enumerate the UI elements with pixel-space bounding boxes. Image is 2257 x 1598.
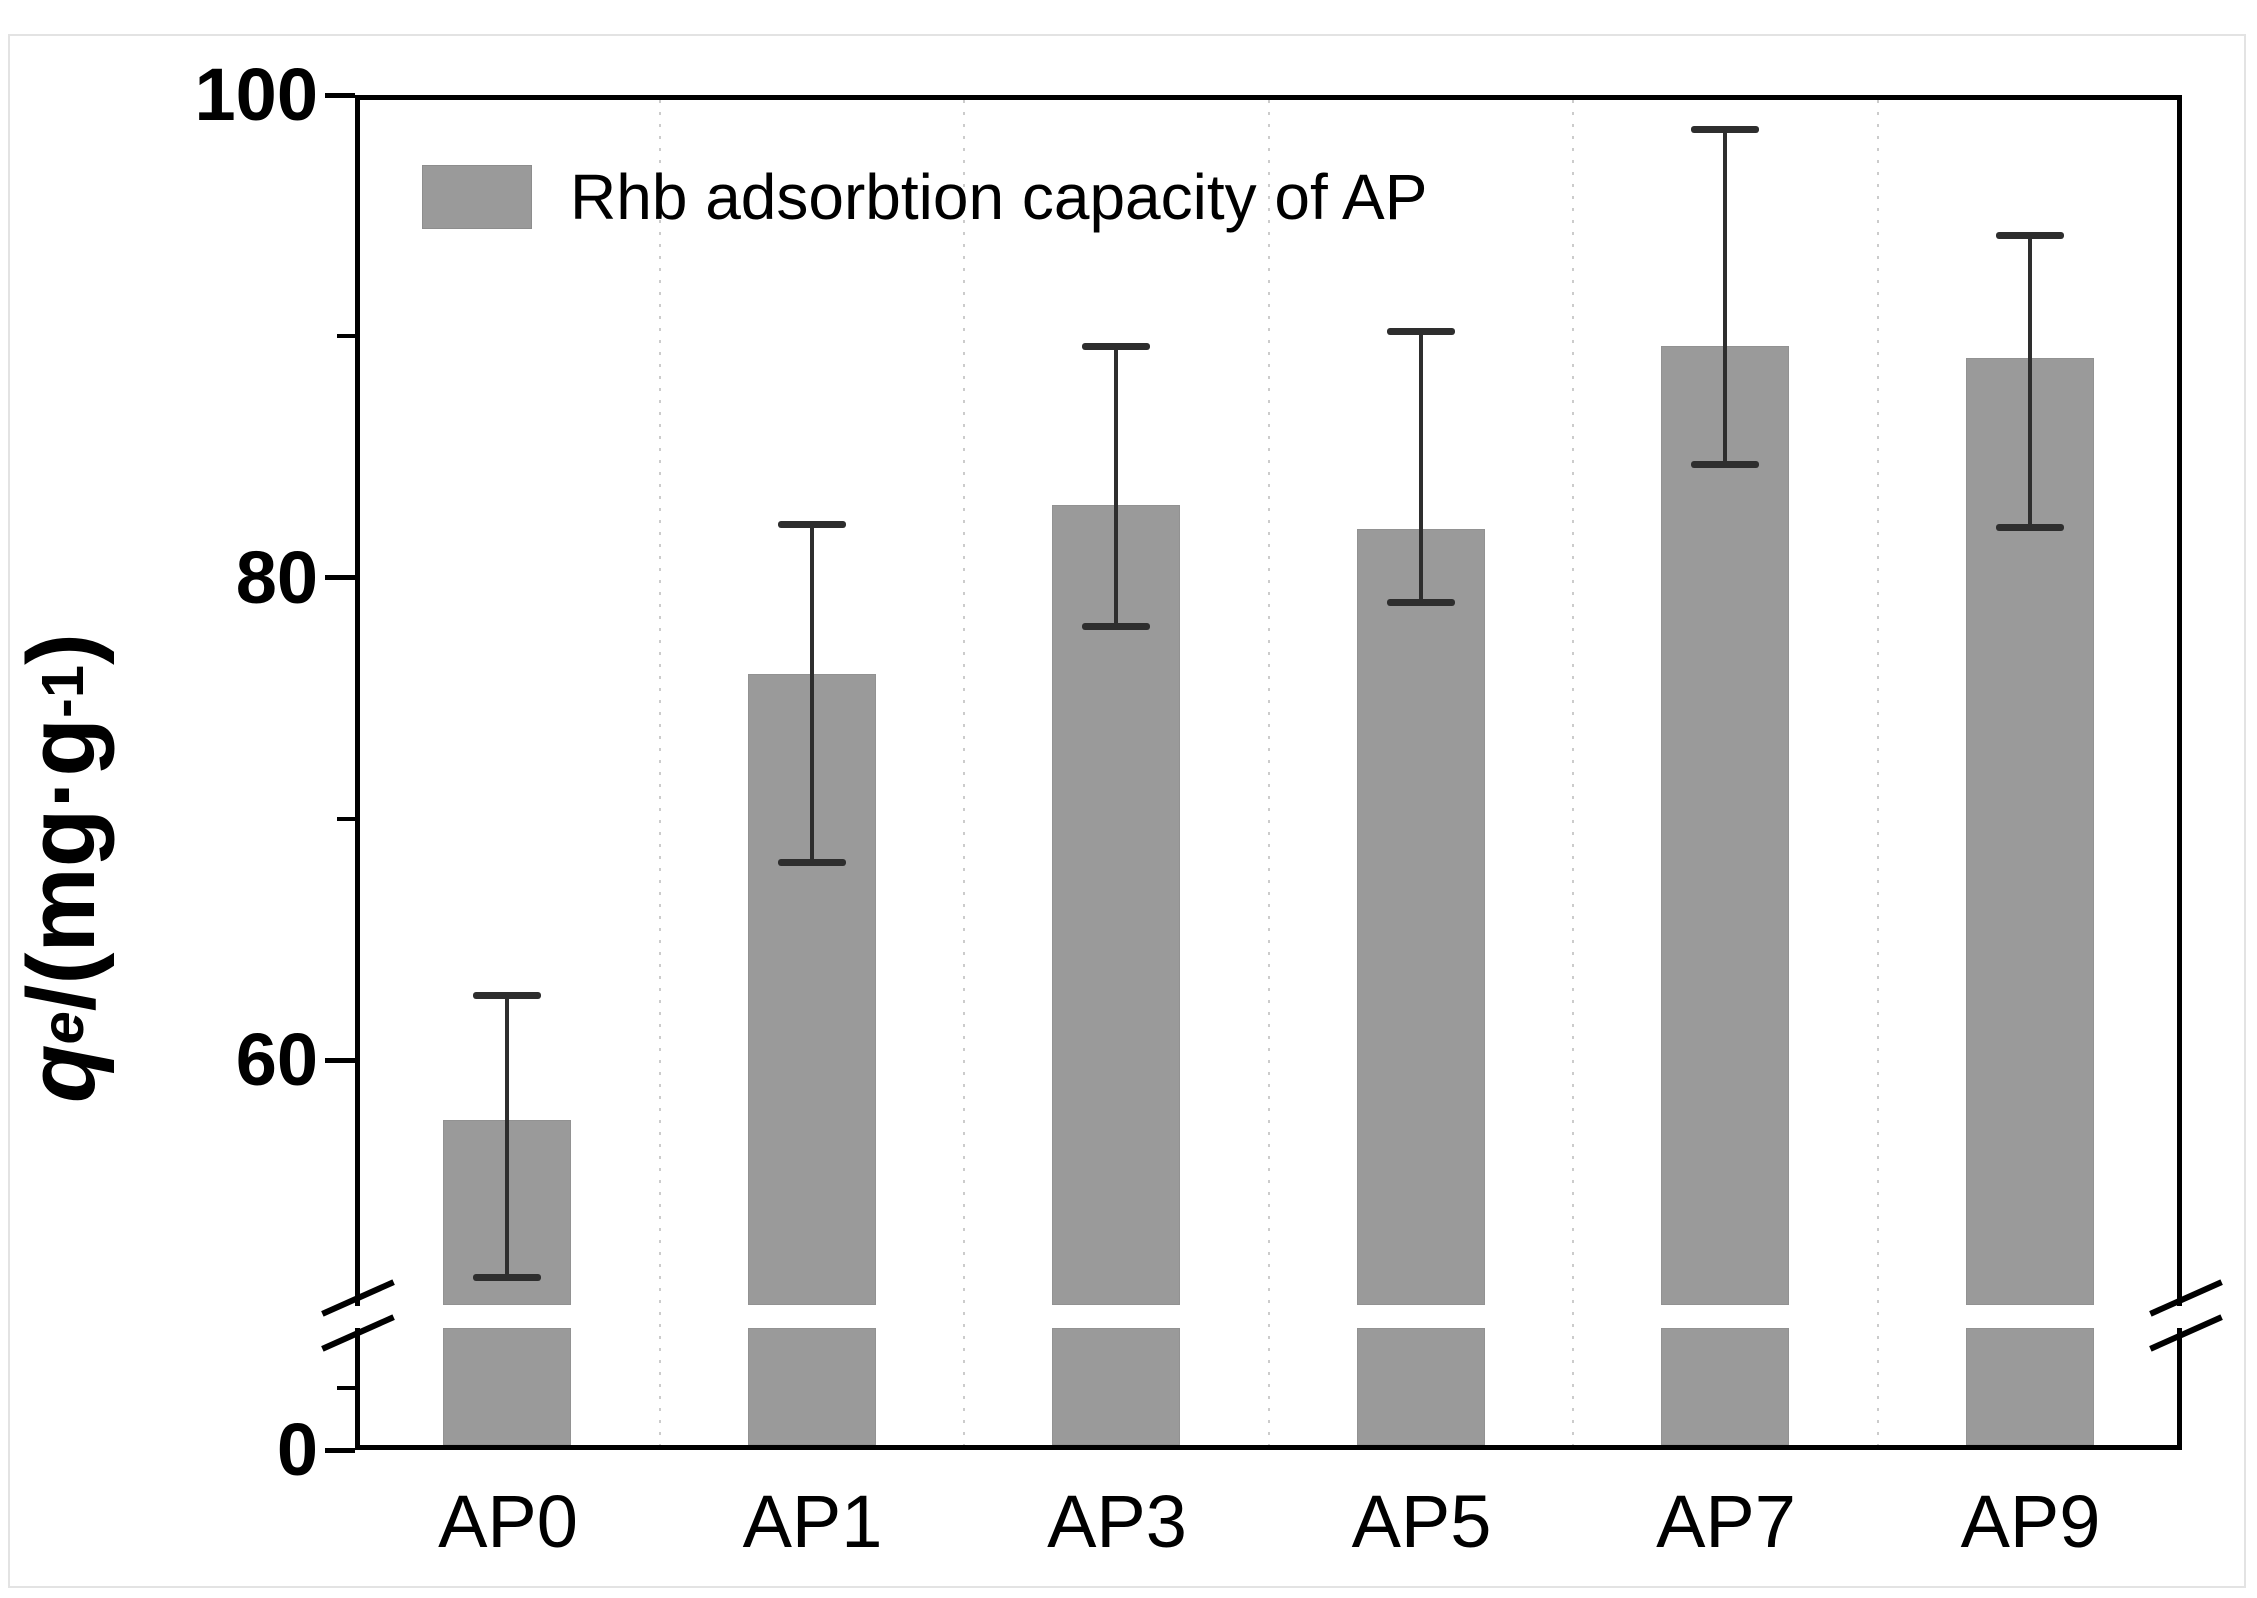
error-bar-cap-bottom — [473, 1274, 542, 1282]
vertical-gridline — [1572, 100, 1574, 1445]
y-axis-title-close: ) — [8, 633, 115, 666]
bar-upper-segment — [1661, 345, 1790, 1305]
y-axis-title-superscript: -1 — [28, 665, 96, 718]
y-tick-label: 100 — [194, 53, 318, 136]
error-bar-line — [1114, 345, 1119, 626]
x-tick-label: AP9 — [1960, 1480, 2101, 1563]
vertical-gridline — [963, 100, 965, 1445]
error-bar-cap-bottom — [1995, 523, 2064, 531]
error-bar-cap-bottom — [1082, 622, 1151, 630]
error-bar-cap-bottom — [1691, 461, 1760, 469]
error-bar-cap-bottom — [1386, 598, 1455, 606]
y-axis-title-units: /(mg·g — [8, 717, 115, 1012]
y-major-tick — [325, 92, 355, 98]
x-tick-label: AP0 — [438, 1480, 578, 1563]
vertical-gridline — [1876, 100, 1879, 1445]
legend: Rhb adsorbtion capacity of AP — [422, 165, 1427, 229]
x-tick-label: AP1 — [742, 1480, 883, 1563]
bar-lower-segment — [1052, 1328, 1181, 1445]
vertical-gridline — [658, 100, 661, 1445]
error-bar-line — [1418, 331, 1423, 602]
x-tick-label: AP3 — [1047, 1480, 1187, 1563]
error-bar-cap-top — [777, 521, 846, 529]
error-bar-cap-top — [1386, 328, 1455, 336]
y-major-tick — [325, 1447, 355, 1453]
error-bar-cap-bottom — [777, 859, 846, 867]
y-axis-title-subscript: e — [28, 1011, 96, 1045]
y-tick-label: 60 — [235, 1018, 318, 1101]
bar-upper-segment — [1356, 529, 1485, 1305]
y-minor-tick — [337, 334, 355, 339]
axis-break-gap-mask-left — [350, 1306, 366, 1328]
y-tick-label: 0 — [276, 1408, 318, 1491]
error-bar-line — [809, 524, 814, 863]
bar-upper-segment — [1052, 505, 1181, 1305]
error-bar-cap-top — [1995, 231, 2064, 239]
bar-lower-segment — [1661, 1328, 1790, 1445]
vertical-gridline — [1267, 100, 1270, 1445]
y-minor-tick — [337, 1386, 355, 1390]
bar-lower-segment — [747, 1328, 876, 1445]
bar-upper-segment — [1965, 357, 2094, 1305]
y-major-tick — [325, 575, 355, 580]
legend-swatch — [422, 165, 532, 229]
bar-lower-segment — [443, 1328, 572, 1445]
bar-lower-segment — [1356, 1328, 1485, 1445]
y-major-tick — [325, 1057, 355, 1063]
y-minor-tick — [337, 816, 355, 821]
legend-label: Rhb adsorbtion capacity of AP — [570, 161, 1428, 233]
error-bar-line — [1723, 128, 1728, 465]
error-bar-line — [505, 994, 510, 1278]
figure-border — [8, 34, 2246, 1588]
error-bar-cap-top — [1691, 125, 1760, 133]
bar-lower-segment — [1965, 1328, 2094, 1445]
x-tick-label: AP5 — [1351, 1480, 1492, 1563]
error-bar-cap-top — [1082, 342, 1151, 350]
error-bar-line — [2027, 234, 2032, 527]
x-tick-label: AP7 — [1656, 1480, 1796, 1563]
y-tick-label: 80 — [235, 535, 318, 619]
axis-break-gap-mask-right — [2171, 1306, 2187, 1328]
plot-frame — [355, 95, 2182, 1450]
error-bar-cap-top — [473, 991, 542, 999]
